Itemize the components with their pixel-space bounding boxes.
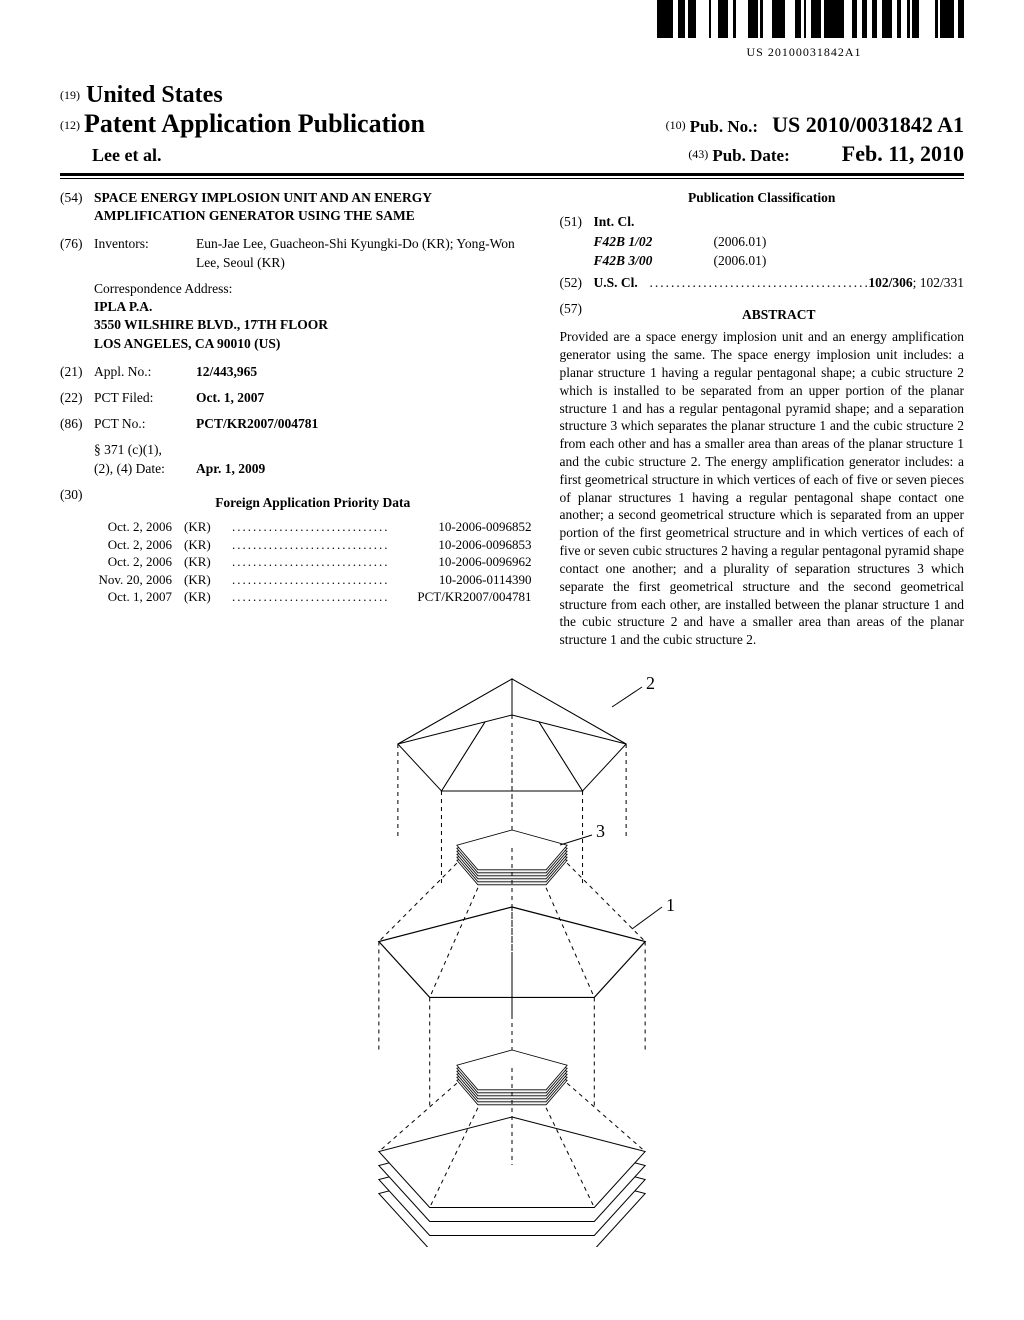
priority-row: Oct. 2, 2006(KR)........................… (60, 553, 532, 571)
svg-text:3: 3 (596, 821, 605, 841)
priority-row: Oct. 2, 2006(KR)........................… (60, 536, 532, 554)
pub-date: Feb. 11, 2010 (842, 141, 964, 166)
priority-cc: (KR) (184, 588, 232, 606)
priority-row: Oct. 2, 2006(KR)........................… (60, 518, 532, 536)
intcl-row: F42B 1/02(2006.01) (560, 233, 965, 251)
priority-num: 10-2006-0096962 (390, 553, 532, 571)
appl-no: 12/443,965 (196, 363, 532, 381)
code-86: (86) (60, 415, 94, 433)
intcl-table: F42B 1/02(2006.01)F42B 3/00(2006.01) (560, 233, 965, 269)
priority-row: Nov. 20, 2006(KR).......................… (60, 571, 532, 589)
code-21: (21) (60, 363, 94, 381)
uscl-label: U.S. Cl. (594, 274, 650, 292)
svg-text:1: 1 (666, 895, 675, 915)
priority-dots: .............................. (232, 588, 390, 606)
figure-svg: 2 3 1 (302, 667, 722, 1247)
priority-cc: (KR) (184, 553, 232, 571)
pct-no: PCT/KR2007/004781 (196, 415, 532, 433)
intcl-row: F42B 3/00(2006.01) (560, 252, 965, 270)
uscl-value: 102/306; 102/331 (868, 274, 964, 292)
priority-cc: (KR) (184, 518, 232, 536)
pct-no-label: PCT No.: (94, 415, 196, 433)
intcl-label: Int. Cl. (594, 213, 635, 231)
priority-date: Nov. 20, 2006 (60, 571, 184, 589)
code-76: (76) (60, 235, 94, 271)
barcode-text: US 20100031842A1 (644, 45, 964, 60)
priority-dots: .............................. (232, 553, 390, 571)
uscl-extra: ; 102/331 (913, 275, 964, 290)
priority-title: Foreign Application Priority Data (94, 494, 532, 512)
header: (19) United States (12) Patent Applicati… (60, 82, 964, 167)
code-57: (57) (560, 300, 594, 328)
priority-num: 10-2006-0114390 (390, 571, 532, 589)
appl-label: Appl. No.: (94, 363, 196, 381)
abstract-body: Provided are a space energy implosion un… (560, 328, 965, 649)
priority-date: Oct. 2, 2006 (60, 518, 184, 536)
intcl-ver: (2006.01) (714, 233, 767, 251)
classif-title: Publication Classification (560, 189, 965, 207)
priority-date: Oct. 2, 2006 (60, 553, 184, 571)
s371-date: Apr. 1, 2009 (196, 460, 532, 478)
barcode-block: US 20100031842A1 (644, 0, 964, 60)
right-column: Publication Classification (51) Int. Cl.… (560, 189, 965, 649)
figure: 2 3 1 (60, 667, 964, 1252)
uscl-main: 102/306 (868, 275, 912, 290)
pub-date-label: Pub. Date: (712, 146, 789, 165)
intcl-ver: (2006.01) (714, 252, 767, 270)
intcl-code: F42B 3/00 (560, 252, 714, 270)
pub-no-label: Pub. No.: (690, 117, 758, 136)
priority-dots: .............................. (232, 518, 390, 536)
left-column: (54) SPACE ENERGY IMPLOSION UNIT AND AN … (60, 189, 532, 649)
s371-a: § 371 (c)(1), (94, 441, 196, 459)
code-52: (52) (560, 274, 594, 292)
intcl-code: F42B 1/02 (560, 233, 714, 251)
inventors-text: Eun-Jae Lee, Guacheon-Shi Kyungki-Do (KR… (196, 236, 515, 269)
code-12: (12) (60, 118, 80, 132)
inventors: Eun-Jae Lee, Guacheon-Shi Kyungki-Do (KR… (196, 235, 532, 271)
doc-type: Patent Application Publication (84, 109, 425, 138)
corr-label: Correspondence Address: (94, 280, 532, 298)
code-54: (54) (60, 189, 94, 225)
code-51: (51) (560, 213, 594, 231)
corr-street: 3550 WILSHIRE BLVD., 17TH FLOOR (94, 316, 532, 334)
priority-date: Oct. 2, 2006 (60, 536, 184, 554)
svg-text:2: 2 (646, 673, 655, 693)
priority-cc: (KR) (184, 536, 232, 554)
corr-city: LOS ANGELES, CA 90010 (US) (94, 335, 532, 353)
inventors-label: Inventors: (94, 235, 196, 271)
body-columns: (54) SPACE ENERGY IMPLOSION UNIT AND AN … (60, 189, 964, 649)
code-19: (19) (60, 88, 80, 102)
priority-num: 10-2006-0096852 (390, 518, 532, 536)
priority-num: 10-2006-0096853 (390, 536, 532, 554)
pct-filed-label: PCT Filed: (94, 389, 196, 407)
pct-filed: Oct. 1, 2007 (196, 389, 532, 407)
rule-thin (60, 178, 964, 179)
priority-row: Oct. 1, 2007(KR)........................… (60, 588, 532, 606)
code-10: (10) (666, 118, 686, 132)
priority-num: PCT/KR2007/004781 (390, 588, 532, 606)
invention-title: SPACE ENERGY IMPLOSION UNIT AND AN ENERG… (94, 189, 532, 225)
barcode-svg (644, 0, 964, 38)
rule-thick (60, 173, 964, 176)
pub-no: US 2010/0031842 A1 (772, 112, 964, 137)
correspondence: Correspondence Address: IPLA P.A. 3550 W… (60, 280, 532, 353)
priority-dots: .............................. (232, 571, 390, 589)
priority-cc: (KR) (184, 571, 232, 589)
abstract-title: ABSTRACT (594, 306, 965, 324)
code-30: (30) (60, 486, 94, 518)
priority-dots: .............................. (232, 536, 390, 554)
priority-date: Oct. 1, 2007 (60, 588, 184, 606)
uscl-dots: ........................................… (650, 274, 869, 292)
country: United States (86, 82, 223, 108)
code-43: (43) (688, 147, 708, 161)
authors: Lee et al. (60, 145, 161, 166)
corr-name: IPLA P.A. (94, 298, 532, 316)
s371-b: (2), (4) Date: (94, 460, 196, 478)
code-22: (22) (60, 389, 94, 407)
priority-table: Oct. 2, 2006(KR)........................… (60, 518, 532, 606)
